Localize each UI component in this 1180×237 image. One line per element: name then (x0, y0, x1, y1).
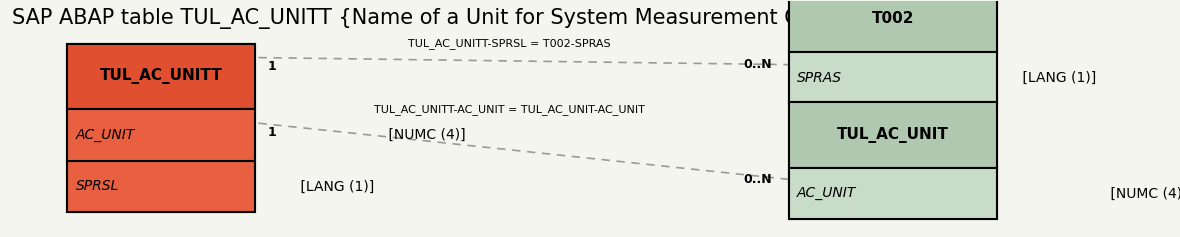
Text: 0..N: 0..N (743, 173, 772, 186)
Text: [LANG (1)]: [LANG (1)] (1017, 71, 1096, 85)
Text: SAP ABAP table TUL_AC_UNITT {Name of a Unit for System Measurement Objects}: SAP ABAP table TUL_AC_UNITT {Name of a U… (12, 9, 876, 29)
Text: [NUMC (4)]: [NUMC (4)] (385, 128, 466, 142)
Text: TUL_AC_UNITT: TUL_AC_UNITT (100, 68, 223, 84)
Text: 1: 1 (268, 126, 276, 139)
Text: 0..N: 0..N (743, 58, 772, 71)
Bar (67, 44, 255, 212)
Bar (789, 0, 997, 52)
Bar (67, 161, 255, 212)
Bar (67, 44, 255, 109)
Text: AC_UNIT: AC_UNIT (796, 187, 857, 201)
Bar (789, 52, 997, 103)
Text: TUL_AC_UNITT-AC_UNIT = TUL_AC_UNIT-AC_UNIT: TUL_AC_UNITT-AC_UNIT = TUL_AC_UNIT-AC_UN… (374, 104, 645, 114)
Bar (789, 102, 997, 219)
Text: 1: 1 (268, 60, 276, 73)
Text: [LANG (1)]: [LANG (1)] (296, 179, 374, 193)
Bar (789, 168, 997, 219)
Bar (67, 109, 255, 161)
Text: AC_UNIT: AC_UNIT (76, 128, 135, 142)
Text: T002: T002 (872, 11, 914, 27)
Text: TUL_AC_UNITT-SPRSL = T002-SPRAS: TUL_AC_UNITT-SPRSL = T002-SPRAS (408, 38, 611, 49)
Text: [NUMC (4)]: [NUMC (4)] (1106, 187, 1180, 201)
Text: SPRAS: SPRAS (796, 71, 843, 85)
Bar (789, 102, 997, 168)
Text: SPRSL: SPRSL (76, 179, 119, 193)
Bar (789, 0, 997, 103)
Text: TUL_AC_UNIT: TUL_AC_UNIT (837, 127, 949, 143)
